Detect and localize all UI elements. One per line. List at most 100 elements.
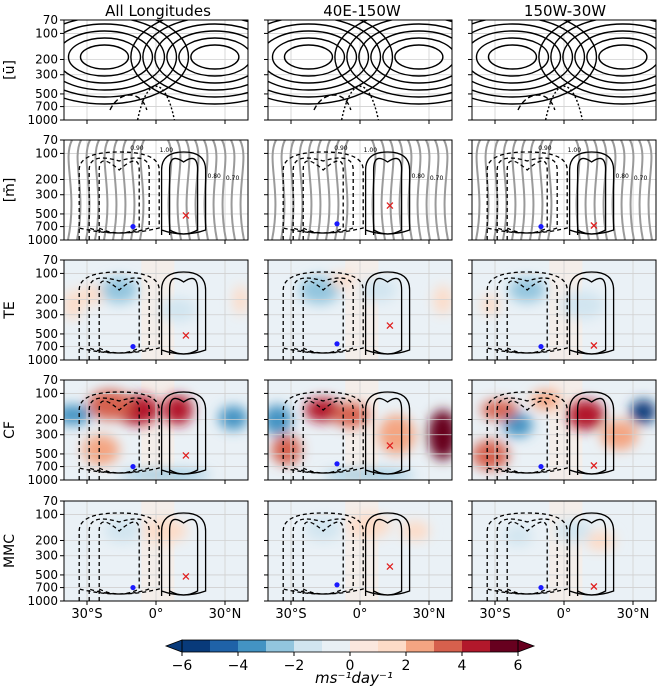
u-contour-zero <box>136 85 176 120</box>
panel-r4-c1: 30°S 0° 30°N <box>264 500 453 622</box>
m-contour-south <box>493 140 499 240</box>
u-contour-south <box>268 23 370 91</box>
m-contour-label: 1.00 <box>160 147 174 154</box>
psi-contour-south <box>506 400 548 480</box>
m-contour-south <box>502 140 508 240</box>
shaded-anomaly <box>143 519 188 543</box>
m-contour-north <box>434 140 440 240</box>
y-tick-label: 70 <box>43 494 58 508</box>
x-tick-label: 0° <box>557 607 572 622</box>
m-contour-north <box>620 140 626 240</box>
panel-r1-c1: 0.90 1.00 0.80 0.70 <box>264 139 453 244</box>
blue-dot-marker <box>130 343 136 350</box>
psi-contour-south <box>302 400 344 480</box>
u-contour-north <box>562 23 656 91</box>
shaded-anomaly <box>554 519 592 543</box>
y-tick-label: 500 <box>35 568 58 582</box>
shaded-anomaly <box>71 531 94 551</box>
shaded-anomaly <box>360 278 397 302</box>
u-contour-zero <box>544 85 584 120</box>
psi-contour-south <box>98 280 140 360</box>
red-x-marker <box>182 572 190 580</box>
y-tick-label: 300 <box>35 68 58 82</box>
y-tick-label: 200 <box>35 533 58 547</box>
u-contour-north <box>346 20 452 98</box>
u-contour-south <box>475 37 550 77</box>
y-tick-label: 700 <box>35 581 58 595</box>
psi-contour-south <box>302 521 344 601</box>
psi-contour-south <box>506 280 548 360</box>
y-tick-label: 700 <box>35 460 58 474</box>
u-contours <box>472 20 656 120</box>
psi-contour-north <box>168 397 199 475</box>
u-contour-north <box>370 30 452 84</box>
shaded-anomaly <box>271 435 302 465</box>
m-contour-north <box>425 140 431 240</box>
m-contour-south <box>316 140 322 240</box>
psi-contours <box>486 151 615 240</box>
u-contour-north <box>550 20 656 98</box>
shaded-anomaly <box>87 390 133 420</box>
column-title-150w-30w: 150W-30W <box>524 2 606 20</box>
panel-r2-c1 <box>264 259 453 364</box>
m-contour-north <box>230 140 236 240</box>
psi-contour-south <box>506 160 548 240</box>
m-contour-label: 0.90 <box>538 145 552 152</box>
u-contour-north <box>166 30 248 84</box>
y-tick-label: 500 <box>35 447 58 461</box>
psi-contour-south <box>282 391 364 480</box>
psi-contours <box>486 391 615 480</box>
x-tick-label: 30°N <box>413 607 446 622</box>
psi-contour-south <box>302 160 344 240</box>
shaded-anomaly <box>119 470 212 480</box>
shaded-anomaly <box>400 521 430 541</box>
x-tick-label: 30°N <box>209 607 242 622</box>
colorbar-tick-label: 6 <box>514 658 523 674</box>
u-contour-easterly <box>313 94 352 111</box>
psi-contour-south <box>282 512 364 601</box>
red-x-marker <box>590 342 598 349</box>
y-tick-label: 1000 <box>27 353 58 367</box>
u-contour-south <box>67 37 142 77</box>
colorbar-segment <box>490 640 519 652</box>
psi-contours <box>486 271 615 360</box>
m-contour-south <box>325 140 331 240</box>
y-tick-label: 1000 <box>27 233 58 247</box>
psi-contours <box>486 512 615 601</box>
m-contour-label: 0.70 <box>430 175 444 182</box>
u-contour-south <box>79 44 130 70</box>
u-contour-south <box>487 44 538 70</box>
psi-contour-north <box>168 277 199 355</box>
colorbar-arrow-left <box>164 639 183 653</box>
psi-contour-south <box>486 151 568 240</box>
m-contour-south <box>67 140 73 240</box>
shaded-anomaly <box>299 276 340 304</box>
shaded-anomaly <box>481 400 518 420</box>
row-label-te: TE <box>2 301 18 319</box>
colorbar-segment <box>406 640 435 652</box>
psi-contour-north <box>576 397 607 475</box>
panel-background-band <box>141 501 175 601</box>
m-contour-north <box>593 140 599 240</box>
shaded-anomaly <box>304 517 342 541</box>
m-contour-north <box>629 140 635 240</box>
blue-dot-marker <box>538 463 544 470</box>
psi-contour-south <box>78 512 160 601</box>
x-tick-label: 30°S <box>479 607 510 622</box>
colorbar: −6 −4 −2 0 2 4 6 <box>164 639 536 674</box>
x-tick-label: 30°N <box>617 607 650 622</box>
blue-dot-marker <box>334 582 340 588</box>
blue-dot-marker <box>538 584 544 591</box>
u-contour-north <box>586 37 656 77</box>
m-contour-north <box>212 140 218 240</box>
u-contours <box>268 20 452 120</box>
m-contour-south <box>520 140 526 240</box>
blue-dot-marker <box>334 341 340 347</box>
m-contour-north <box>176 140 182 240</box>
shaded-anomaly <box>268 405 292 435</box>
u-contour-north <box>382 37 452 77</box>
shaded-anomaly <box>218 406 248 430</box>
panel-r0-c1 <box>264 19 453 124</box>
